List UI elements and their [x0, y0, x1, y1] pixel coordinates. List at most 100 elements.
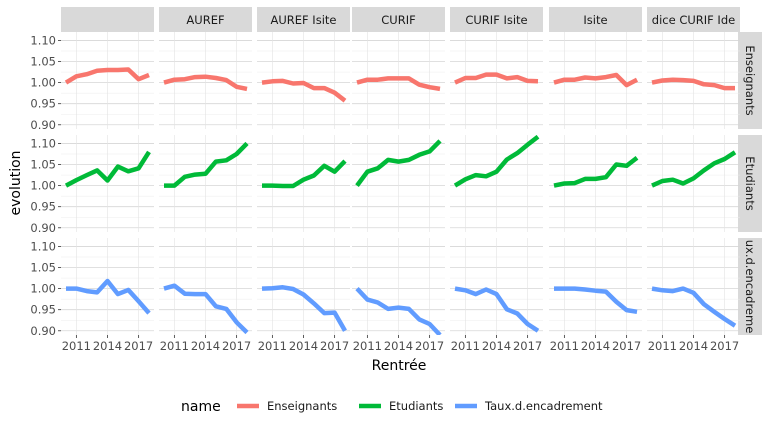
panel	[61, 135, 154, 232]
facet-strip-column	[549, 7, 642, 32]
x-tick-label: 2014	[93, 339, 122, 353]
x-tick-label: 2017	[612, 339, 641, 353]
panel	[549, 135, 642, 232]
series-line-enseignants	[64, 67, 150, 85]
legend: name Enseignants Etudiants Taux.d.encadrem…	[181, 399, 603, 415]
facet-strip-label: dice CURIF Ide	[652, 13, 735, 27]
panel	[257, 238, 350, 335]
series-line-etudiants	[164, 141, 249, 188]
y-tick-label: 1.05	[30, 55, 56, 69]
facet-strip-column	[352, 7, 445, 32]
series-line-taux-d-encadrement	[261, 285, 347, 332]
y-tick-label: 0.95	[30, 97, 56, 111]
x-tick-label: 2011	[451, 339, 480, 353]
y-tick-label: 1.00	[30, 282, 56, 296]
x-tick-label: 2014	[289, 339, 318, 353]
panel	[352, 135, 445, 232]
series-line-enseignants	[261, 78, 347, 103]
y-tick-label: 1.10	[30, 239, 56, 253]
panel	[647, 32, 740, 129]
panel	[159, 238, 252, 335]
panel	[647, 238, 740, 335]
series-line-enseignants	[651, 77, 735, 91]
y-tick-label: 1.00	[30, 76, 56, 90]
legend-label: Taux.d.encadrement	[484, 399, 603, 413]
x-tick-label: 2014	[384, 339, 413, 353]
panel	[352, 32, 445, 129]
panel	[450, 32, 543, 129]
x-tick-label: 2017	[124, 339, 153, 353]
facet-strip-label: CURIF	[381, 13, 415, 27]
panel	[159, 32, 252, 129]
series-line-enseignants	[163, 74, 248, 92]
series-line-taux-d-encadrement	[355, 287, 442, 335]
panel	[257, 135, 350, 232]
facet-strip-row-group: ux.d.encadreme	[743, 240, 757, 334]
series-line-taux-d-encadrement	[163, 283, 249, 335]
y-tick-label: 0.90	[30, 221, 56, 235]
series-line-enseignants	[356, 76, 441, 92]
axes-layer: 0.90 0.95 1.00 1.05 1.10 0.90 0.95 1.00 1.05 1.10…	[30, 33, 739, 353]
y-tick-label: 1.00	[30, 179, 56, 193]
x-tick-label: 2011	[62, 339, 91, 353]
panel	[549, 32, 642, 129]
series-line-taux-d-encadrement	[554, 286, 638, 315]
facet-strip-column	[61, 7, 154, 32]
facet-strip-label: AUREF Isite	[271, 13, 337, 27]
series-line-etudiants	[453, 135, 540, 188]
x-tick-label: 2014	[191, 339, 220, 353]
facet-strip-column	[159, 7, 252, 32]
facet-strip-label: Isite	[583, 13, 607, 27]
facet-strip-column	[257, 7, 350, 32]
panel	[61, 238, 154, 335]
y-tick-label: 0.95	[30, 200, 56, 214]
x-tick-label: 2011	[353, 339, 382, 353]
x-tick-label: 2017	[415, 339, 444, 353]
facet-strip-row-group: Enseignants	[743, 45, 757, 115]
panel	[61, 32, 154, 129]
facet-strip-label: CURIF Isite	[465, 13, 527, 27]
x-tick-label: 2014	[679, 339, 708, 353]
x-tick-label: 2017	[222, 339, 251, 353]
facet-strip-row-label: Etudiants	[743, 156, 757, 210]
panels-layer: AUREF AUREF Isite CURIF CURIF Isite Isite dic…	[61, 7, 762, 335]
series-line-etudiants	[553, 156, 639, 188]
y-axis-title: evolution	[8, 150, 24, 215]
legend-label: Etudiants	[389, 399, 443, 413]
x-tick-label: 2011	[160, 339, 189, 353]
legend-label: Enseignants	[267, 399, 337, 413]
facet-strip-row	[738, 135, 762, 232]
series-line-taux-d-encadrement	[454, 286, 540, 333]
facet-strip-column	[450, 7, 543, 32]
x-tick-label: 2017	[513, 339, 542, 353]
y-tick-label: 0.90	[30, 324, 56, 338]
facet-strip-row	[738, 238, 762, 335]
facet-strip-row	[738, 32, 762, 129]
x-tick-label: 2014	[482, 339, 511, 353]
series-line-enseignants	[553, 72, 639, 88]
x-tick-label: 2011	[550, 339, 579, 353]
panel	[647, 135, 740, 232]
x-tick-label: 2011	[258, 339, 287, 353]
legend-title: name	[181, 399, 221, 415]
series-line-etudiants	[651, 150, 737, 188]
facet-strip-row-label: ux.d.encadreme	[743, 240, 757, 334]
panel	[549, 238, 642, 335]
facet-strip-row-label: Enseignants	[743, 45, 757, 115]
series-line-etudiants	[64, 150, 151, 188]
y-tick-label: 1.10	[30, 136, 56, 150]
x-tick-label: 2014	[581, 339, 610, 353]
x-tick-label: 2011	[648, 339, 677, 353]
panel	[450, 135, 543, 232]
series-line-taux-d-encadrement	[651, 286, 737, 328]
series-line-etudiants	[355, 139, 442, 187]
y-tick-label: 0.90	[30, 118, 56, 132]
facet-strip-row-group: Etudiants	[743, 156, 757, 210]
x-axis-title: Rentrée	[372, 358, 427, 374]
panel	[450, 238, 543, 335]
panel	[159, 135, 252, 232]
panel	[257, 32, 350, 129]
series-line-taux-d-encadrement	[66, 278, 151, 315]
x-tick-label: 2017	[320, 339, 349, 353]
y-tick-label: 1.05	[30, 158, 56, 172]
